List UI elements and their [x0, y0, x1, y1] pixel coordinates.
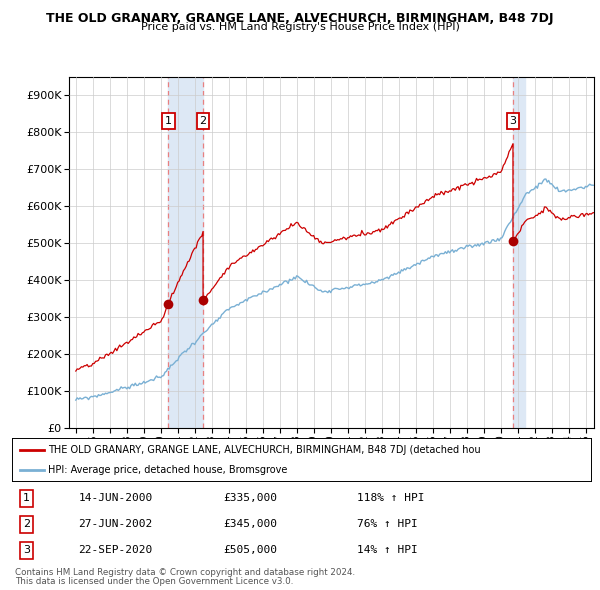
Text: 76% ↑ HPI: 76% ↑ HPI — [356, 519, 417, 529]
Text: This data is licensed under the Open Government Licence v3.0.: This data is licensed under the Open Gov… — [15, 577, 293, 586]
Bar — [513, 77, 525, 428]
Text: THE OLD GRANARY, GRANGE LANE, ALVECHURCH, BIRMINGHAM, B48 7DJ (detached hou: THE OLD GRANARY, GRANGE LANE, ALVECHURCH… — [48, 445, 481, 455]
Text: THE OLD GRANARY, GRANGE LANE, ALVECHURCH, BIRMINGHAM, B48 7DJ: THE OLD GRANARY, GRANGE LANE, ALVECHURCH… — [46, 12, 554, 25]
Text: 1: 1 — [165, 116, 172, 126]
Text: 14-JUN-2000: 14-JUN-2000 — [79, 493, 153, 503]
Text: 118% ↑ HPI: 118% ↑ HPI — [356, 493, 424, 503]
Text: 2: 2 — [199, 116, 206, 126]
Text: £505,000: £505,000 — [223, 545, 277, 555]
Text: 14% ↑ HPI: 14% ↑ HPI — [356, 545, 417, 555]
Text: £335,000: £335,000 — [223, 493, 277, 503]
Text: 3: 3 — [23, 545, 30, 555]
Text: 27-JUN-2002: 27-JUN-2002 — [79, 519, 153, 529]
Text: 1: 1 — [23, 493, 30, 503]
Text: 22-SEP-2020: 22-SEP-2020 — [79, 545, 153, 555]
Bar — [169, 77, 203, 428]
Text: 3: 3 — [509, 116, 517, 126]
Text: Price paid vs. HM Land Registry's House Price Index (HPI): Price paid vs. HM Land Registry's House … — [140, 22, 460, 32]
Text: HPI: Average price, detached house, Bromsgrove: HPI: Average price, detached house, Brom… — [48, 466, 287, 475]
Text: 2: 2 — [23, 519, 30, 529]
Text: Contains HM Land Registry data © Crown copyright and database right 2024.: Contains HM Land Registry data © Crown c… — [15, 568, 355, 576]
Text: £345,000: £345,000 — [223, 519, 277, 529]
